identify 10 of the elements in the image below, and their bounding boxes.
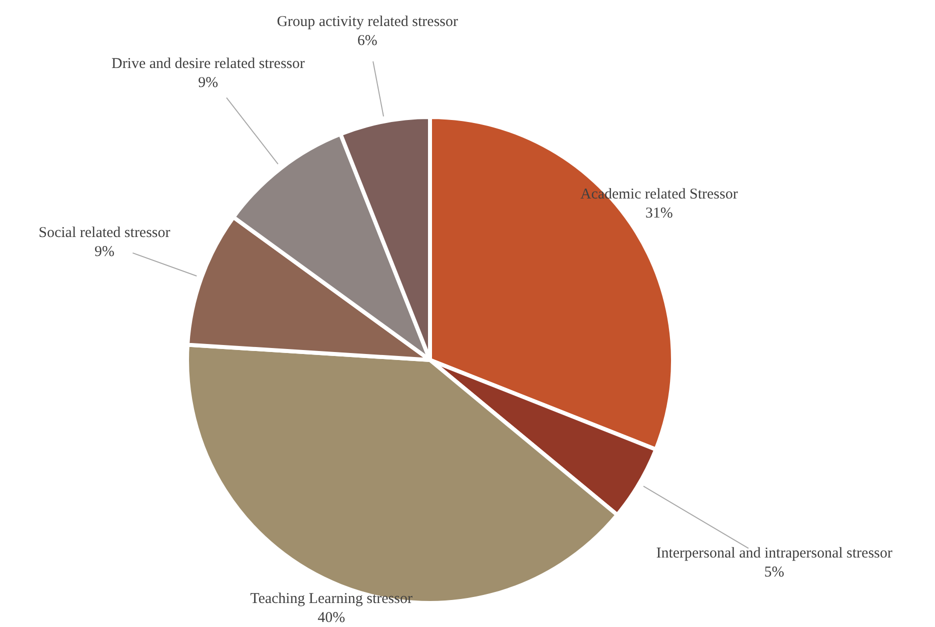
slice-label: Group activity related stressor [276, 14, 458, 30]
slice-label: Social related stressor [38, 224, 170, 241]
slice-label: Interpersonal and intrapersonal stressor [656, 546, 892, 562]
data-label: 31% [645, 205, 673, 222]
data-label: 5% [764, 564, 784, 581]
data-label: 6% [357, 32, 378, 49]
data-label: 9% [94, 244, 114, 260]
data-label: 9% [198, 74, 218, 91]
slice-label: Drive and desire related stressor [111, 56, 305, 72]
data-label: 40% [318, 610, 346, 626]
